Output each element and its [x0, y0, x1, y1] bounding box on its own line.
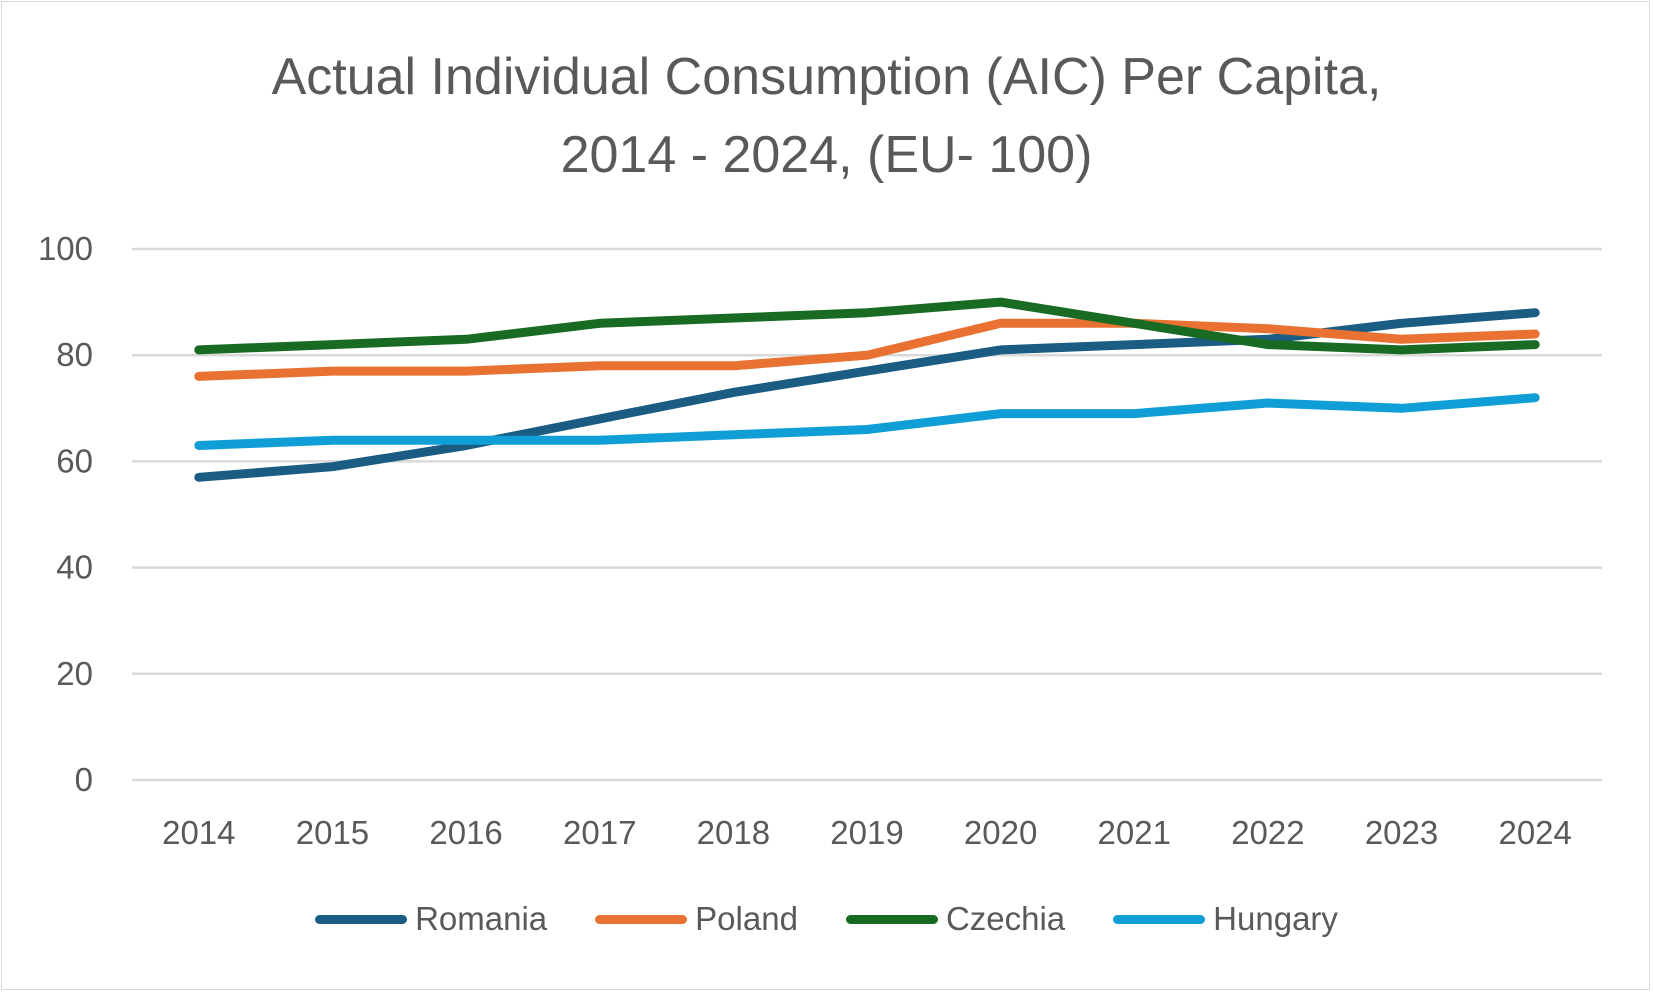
legend-swatch [595, 914, 688, 924]
legend-label: Czechia [945, 900, 1066, 937]
x-tick-label: 2016 [429, 814, 502, 851]
series-line-czechia [194, 297, 1540, 355]
chart-title-line-2: 2014 - 2024, (EU- 100) [560, 126, 1093, 184]
legend-item-poland: Poland [595, 900, 798, 938]
legend-swatch [315, 914, 408, 924]
legend-label: Hungary [1213, 900, 1338, 937]
x-tick-label: 2018 [697, 814, 770, 851]
chart-title-line-1: Actual Individual Consumption (AIC) Per … [271, 48, 1382, 106]
x-tick-label: 2014 [162, 814, 235, 851]
legend: Romania Poland Czechia Hungary [0, 900, 1653, 938]
legend-swatch [1113, 914, 1206, 924]
x-axis-ticks: 2014 2015 2016 2017 2018 2019 2020 2021 2022 2023… [162, 814, 1572, 851]
legend-label: Poland [695, 900, 798, 937]
legend-swatch [845, 914, 938, 924]
y-tick-label: 0 [75, 761, 93, 798]
series-lines [194, 297, 1540, 482]
y-tick-label: 40 [56, 549, 93, 586]
x-tick-label: 2017 [563, 814, 636, 851]
y-tick-label: 20 [56, 655, 93, 692]
series-line-hungary [194, 393, 1540, 450]
x-tick-label: 2020 [964, 814, 1037, 851]
legend-item-romania: Romania [315, 900, 547, 938]
legend-item-hungary: Hungary [1113, 900, 1338, 938]
chart-title: Actual Individual Consumption (AIC) Per … [0, 38, 1653, 194]
x-tick-label: 2022 [1231, 814, 1304, 851]
y-tick-label: 60 [56, 442, 93, 479]
x-tick-label: 2019 [830, 814, 903, 851]
x-tick-label: 2023 [1365, 814, 1438, 851]
y-tick-label: 80 [56, 336, 93, 373]
x-tick-label: 2024 [1498, 814, 1571, 851]
y-axis-ticks: 0 20 40 60 80 100 [38, 230, 93, 798]
y-tick-label: 100 [38, 230, 93, 267]
x-tick-label: 2021 [1098, 814, 1171, 851]
legend-item-czechia: Czechia [845, 900, 1066, 938]
x-tick-label: 2015 [296, 814, 369, 851]
legend-label: Romania [415, 900, 548, 937]
